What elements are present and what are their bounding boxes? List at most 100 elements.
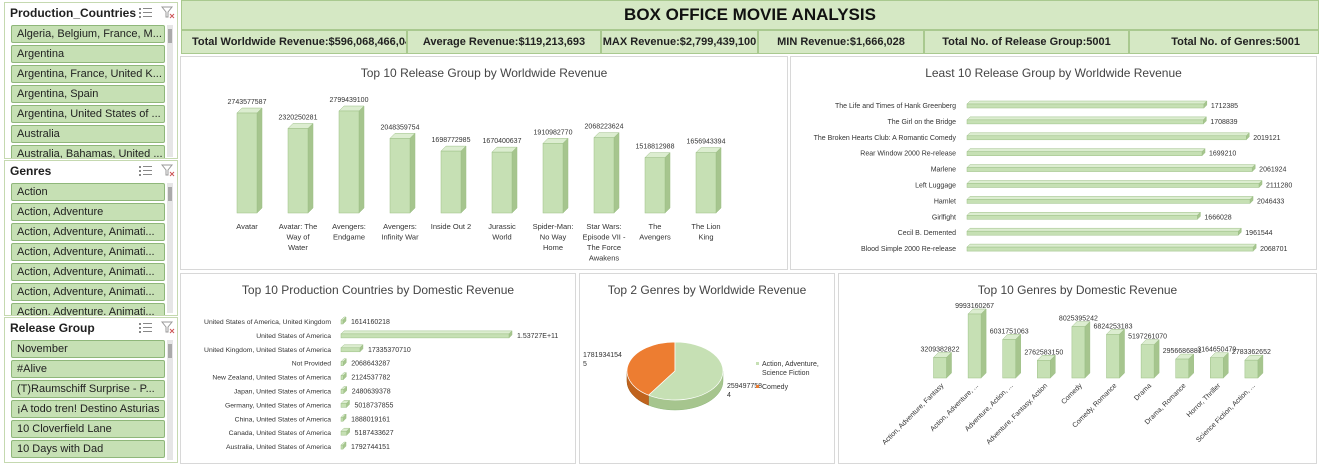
slicer-item[interactable]: (T)Raumschiff Surprise - P... xyxy=(11,380,165,398)
kpi-total-worldwide-revenue: Total Worldwide Revenue:$596,068,466,049 xyxy=(181,30,407,54)
data-label: 8025395242 xyxy=(1059,316,1098,323)
y-tick-label: Australia, United States of America xyxy=(226,444,331,451)
slicer-items: November #Alive (T)Raumschiff Surprise - P… xyxy=(11,340,165,460)
bar xyxy=(966,116,1207,125)
data-label: 2046433 xyxy=(1257,198,1284,205)
slicer-item[interactable]: #Alive xyxy=(11,360,165,378)
slicer-item[interactable]: Argentina, Spain xyxy=(11,85,165,103)
x-tick-label: Avengers: xyxy=(332,222,366,231)
slicer-item[interactable]: Argentina xyxy=(11,45,165,63)
y-tick-label: Not Provided xyxy=(292,361,332,368)
bar xyxy=(236,107,263,214)
x-tick-label: Way of xyxy=(286,233,310,242)
legend-label: Comedy xyxy=(762,384,789,391)
x-tick-label: Star Wars: xyxy=(586,222,621,231)
chart-plot: 3209382822 Action, Adventure, Fantasy 9993… xyxy=(881,303,1271,447)
slicer-item[interactable]: Australia xyxy=(11,125,165,143)
x-tick-label: Avatar: The xyxy=(279,222,318,231)
slicer-item[interactable]: Action, Adventure xyxy=(11,203,165,221)
y-tick-label: Hamlet xyxy=(934,198,956,205)
data-label: 1712385 xyxy=(1211,103,1238,110)
scrollbar-thumb[interactable] xyxy=(168,187,172,201)
data-label: 2762583150 xyxy=(1024,349,1063,356)
slicer-item[interactable]: Algeria, Belgium, France, M... xyxy=(11,25,165,43)
chart-plot: 2743577587 Avatar 2320250281 Avatar: The Way… xyxy=(228,97,726,263)
scrollbar-thumb[interactable] xyxy=(168,344,172,358)
bar xyxy=(340,344,364,353)
bar xyxy=(440,145,467,214)
chart-plot: 1781934154 5 259497758 4 Action, Adventure, S… xyxy=(583,341,819,411)
slicer-item[interactable]: 10 Days with Dad xyxy=(11,440,165,458)
bar xyxy=(1209,352,1229,379)
bar xyxy=(966,148,1206,157)
y-tick-label: Blood Simple 2000 Re-release xyxy=(861,246,956,253)
data-label: 5197261070 xyxy=(1128,334,1167,341)
slicer-production-countries: Production_Countries Algeria, Belgium, F… xyxy=(4,2,178,159)
kpi-average-revenue: Average Revenue:$119,213,693 xyxy=(407,30,601,54)
x-tick-label: The xyxy=(649,222,662,231)
x-tick-label: No Way xyxy=(540,233,567,242)
data-label: 2019121 xyxy=(1253,135,1280,142)
slicer-item[interactable]: Action xyxy=(11,183,165,201)
slicer-header: Genres xyxy=(5,161,177,181)
data-label: 1910982770 xyxy=(534,129,573,136)
data-label: 2743577587 xyxy=(228,99,267,106)
slicer-item[interactable]: Action, Adventure, Animati... xyxy=(11,263,165,281)
scrollbar-thumb[interactable] xyxy=(168,29,172,43)
multi-select-icon[interactable] xyxy=(139,164,153,177)
bar xyxy=(695,147,722,214)
bar xyxy=(340,385,348,395)
data-label: 1781934154 xyxy=(583,352,622,359)
chart-top10-release-group: Top 10 Release Group by Worldwide Revenu… xyxy=(180,56,788,270)
bar xyxy=(966,132,1250,141)
slicer-item[interactable]: Argentina, France, United K... xyxy=(11,65,165,83)
slicer-item[interactable]: Action, Adventure, Animati... xyxy=(11,303,165,315)
bar xyxy=(389,132,416,214)
slicer-header: Production_Countries xyxy=(5,3,177,23)
data-label: 2068643287 xyxy=(351,361,390,368)
x-tick-label: Adventure, Fantasy, Action xyxy=(985,382,1049,446)
y-tick-label: The Broken Hearts Club: A Romantic Comed… xyxy=(814,135,957,142)
x-tick-label: Science Fiction, Action, ... xyxy=(1195,382,1257,444)
data-label: 2956686881 xyxy=(1163,348,1202,355)
slicer-item[interactable]: ¡A todo tren! Destino Asturias xyxy=(11,400,165,418)
chart-top10-production-countries: Top 10 Production Countries by Domestic … xyxy=(180,273,576,464)
x-tick-label: Avengers: xyxy=(383,222,417,231)
x-tick-label: Action, Adventure, Fantasy xyxy=(881,382,945,446)
y-tick-label: Germany, United States of America xyxy=(225,402,331,409)
y-tick-label: United States of America, United Kingdom xyxy=(204,319,331,326)
scrollbar[interactable] xyxy=(167,183,173,313)
bar xyxy=(1105,328,1126,379)
clear-filter-icon[interactable] xyxy=(161,321,175,334)
dashboard-title: BOX OFFICE MOVIE ANALYSIS xyxy=(181,0,1319,30)
data-label: 2124537782 xyxy=(351,375,390,382)
bar xyxy=(542,137,569,214)
scrollbar[interactable] xyxy=(167,340,173,460)
slicer-items: Action Action, Adventure Action, Adventure… xyxy=(11,183,165,315)
slicer-header: Release Group xyxy=(5,318,177,338)
clear-filter-icon[interactable] xyxy=(161,6,175,19)
scrollbar[interactable] xyxy=(167,25,173,157)
slicer-item[interactable]: Action, Adventure, Animati... xyxy=(11,243,165,261)
x-tick-label: Awakens xyxy=(589,254,620,263)
slicer-item[interactable]: Action, Adventure, Animati... xyxy=(11,283,165,301)
y-tick-label: Marlene xyxy=(931,167,956,174)
bar xyxy=(340,358,347,367)
bar xyxy=(932,351,953,379)
slicer-item[interactable]: Australia, Bahamas, United ... xyxy=(11,145,165,158)
slicer-item[interactable]: Action, Adventure, Animati... xyxy=(11,223,165,241)
y-tick-label: Japan, United States of America xyxy=(234,389,331,396)
data-label: 2111280 xyxy=(1266,183,1292,190)
bar xyxy=(340,399,351,409)
clear-filter-icon[interactable] xyxy=(161,164,175,177)
slicer-item[interactable]: November xyxy=(11,340,165,358)
slicer-item[interactable]: Argentina, United States of ... xyxy=(11,105,165,123)
slicer-item[interactable]: 10 Cloverfield Lane xyxy=(11,420,165,438)
kpi-total-genres: Total No. of Genres:5001 xyxy=(1129,30,1319,54)
multi-select-icon[interactable] xyxy=(139,6,153,19)
data-label: 1961544 xyxy=(1245,230,1272,237)
legend-label: Science Fiction xyxy=(762,370,810,377)
bar xyxy=(287,122,314,214)
slicer-title: Release Group xyxy=(10,321,95,335)
multi-select-icon[interactable] xyxy=(139,321,153,334)
